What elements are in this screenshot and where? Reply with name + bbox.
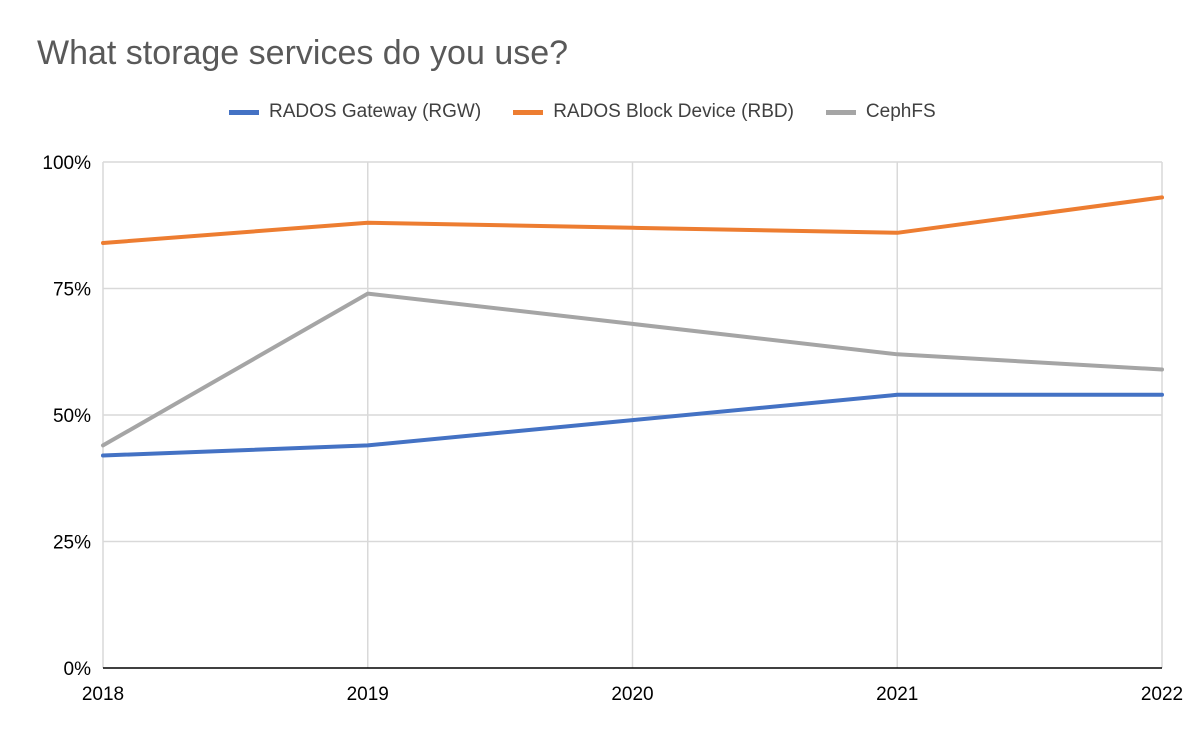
- legend-swatch-rgw: [229, 109, 259, 115]
- legend-item-rbd: RADOS Block Device (RBD): [513, 101, 794, 123]
- legend-item-cephfs: CephFS: [825, 101, 936, 123]
- x-tick-label: 2022: [1141, 684, 1183, 705]
- series-line-2: [101, 291, 1164, 448]
- x-tick-label: 2018: [82, 684, 124, 705]
- legend-swatch-cephfs: [825, 109, 856, 115]
- legend-label-rgw: RADOS Gateway (RGW): [269, 101, 482, 122]
- legend-label-rbd: RADOS Block Device (RBD): [553, 101, 794, 122]
- x-tick-label: 2021: [876, 684, 918, 705]
- y-tick-label: 0%: [64, 659, 92, 680]
- x-tick-label: 2019: [347, 684, 389, 705]
- y-tick-label: 50%: [53, 406, 91, 427]
- y-tick-label: 25%: [53, 533, 91, 554]
- series-line-1: [101, 195, 1164, 245]
- series-line-0: [101, 392, 1164, 458]
- legend-swatch-rbd: [513, 109, 544, 115]
- legend-item-rgw: RADOS Gateway (RGW): [229, 101, 481, 123]
- chart-legend: RADOS Gateway (RGW) RADOS Block Device (…: [229, 101, 968, 123]
- legend-label-cephfs: CephFS: [865, 101, 936, 122]
- chart-title: What storage services do you use?: [37, 34, 569, 72]
- x-tick-label: 2020: [611, 684, 653, 705]
- y-tick-label: 75%: [53, 280, 91, 301]
- y-tick-label: 100%: [42, 153, 91, 174]
